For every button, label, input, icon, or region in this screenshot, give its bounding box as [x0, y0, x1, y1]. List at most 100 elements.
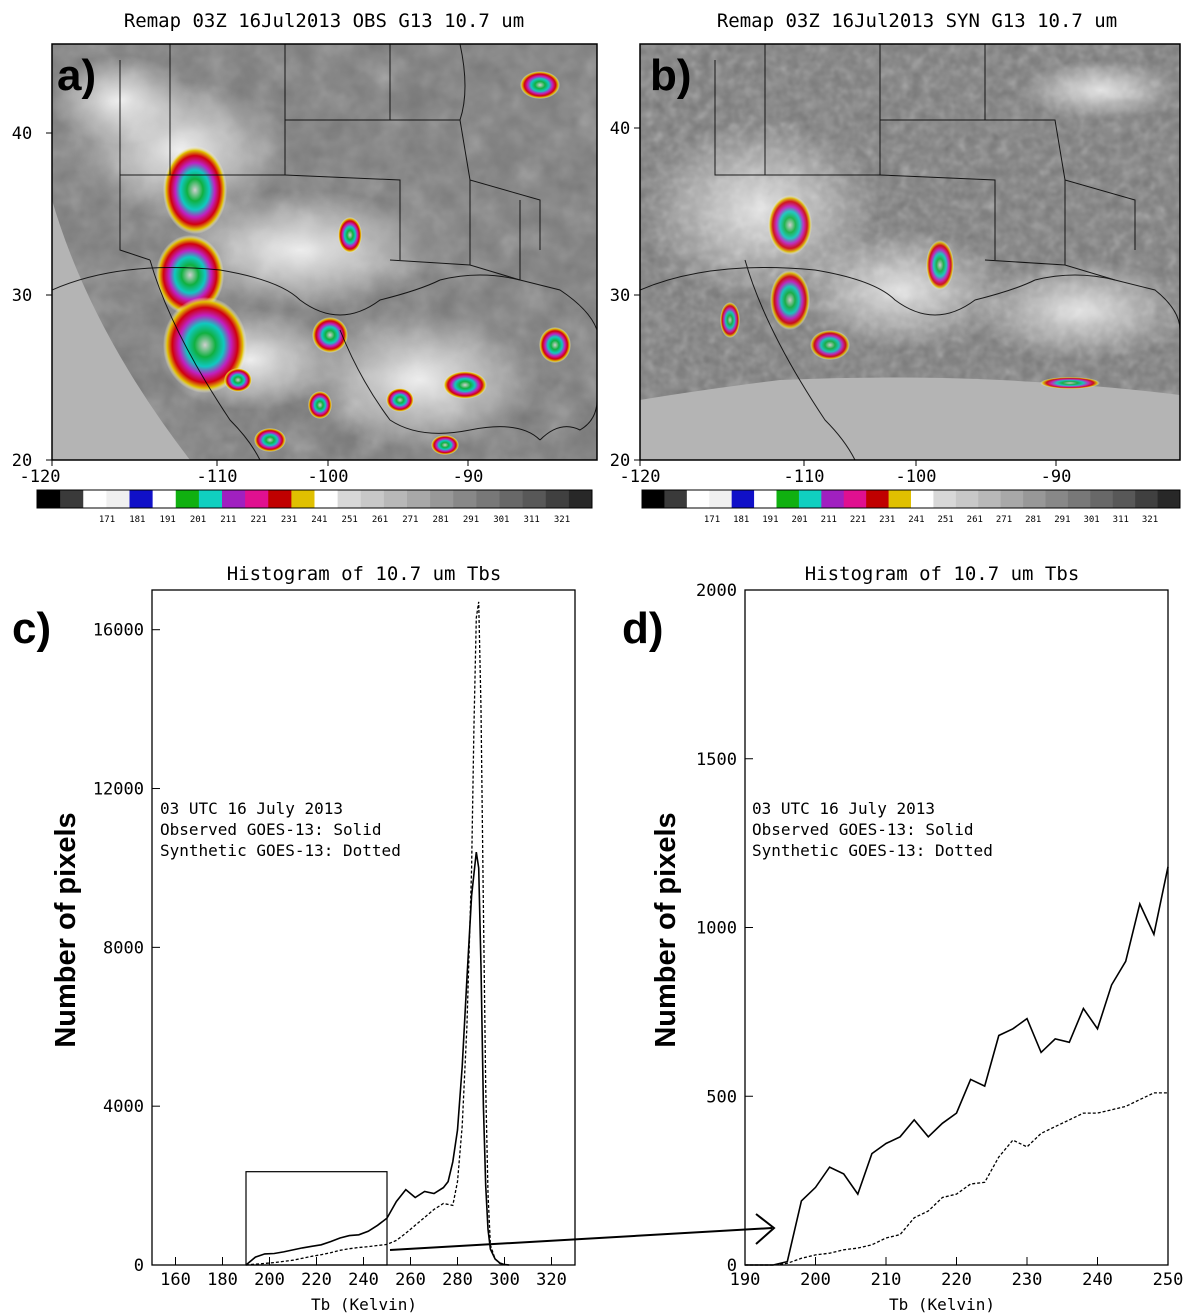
- y-tick-label: 0: [727, 1256, 737, 1276]
- tick-label: -90: [1041, 467, 1072, 487]
- colorbar-tick-label: 211: [220, 515, 236, 525]
- colorbar-swatch: [843, 490, 867, 508]
- plot-frame: [744, 589, 1169, 1266]
- colorbar-swatch: [933, 490, 957, 508]
- colorbar-tick-label: 311: [524, 515, 540, 525]
- tick-label: 20: [610, 451, 630, 471]
- colorbar-tick-label: 281: [1025, 515, 1041, 525]
- colorbar-tick-label: 261: [372, 515, 388, 525]
- y-axis-label: Number of pixels: [50, 812, 82, 1047]
- x-tick-label: 190: [730, 1270, 761, 1290]
- colorbar-tick-label: 181: [733, 515, 749, 525]
- colorbar-swatch: [522, 490, 547, 508]
- colorbar-tick-label: 241: [311, 515, 327, 525]
- convective-cells: [720, 195, 1100, 389]
- ocean-region: [52, 200, 190, 460]
- x-tick-label: 250: [1153, 1270, 1184, 1290]
- chart-title: Histogram of 10.7 um Tbs: [805, 563, 1080, 585]
- colorbar-tick-label: 271: [996, 515, 1012, 525]
- legend-text: Synthetic GOES-13: Dotted: [160, 841, 401, 860]
- colorbar-tick-label: 321: [554, 515, 570, 525]
- colorbar-tick-label: 191: [762, 515, 778, 525]
- tick-label: -120: [620, 467, 661, 487]
- colorbar-tick-label: 251: [342, 515, 358, 525]
- y-tick-label: 8000: [103, 938, 144, 958]
- colorbar-swatch: [106, 490, 130, 508]
- y-tick-label: 12000: [93, 780, 144, 800]
- colorbar-swatch: [1045, 490, 1069, 508]
- convective-cells: [156, 71, 571, 455]
- y-tick-label: 500: [706, 1087, 737, 1107]
- colorbar-swatch: [129, 490, 154, 508]
- panel-label: b): [650, 51, 692, 100]
- colorbar-tick-label: 291: [463, 515, 479, 525]
- colorbar-swatch: [152, 490, 177, 508]
- tick-label: -110: [197, 467, 238, 487]
- satellite-image: [52, 44, 597, 460]
- colorbar-swatch: [407, 490, 431, 508]
- colorbar-swatch: [1067, 490, 1091, 508]
- tick-label: 40: [610, 119, 630, 139]
- x-tick-label: 320: [536, 1270, 567, 1290]
- x-tick-label: 160: [160, 1270, 191, 1290]
- tick-label: -90: [453, 467, 484, 487]
- map-y-axis: 20 30 40: [610, 119, 640, 471]
- colorbar-swatch: [731, 490, 755, 508]
- colorbar-swatch: [291, 490, 315, 508]
- tick-label: -110: [784, 467, 825, 487]
- tick-label: 40: [12, 124, 32, 144]
- colorbar-frame: [36, 489, 593, 509]
- tick-label: 20: [12, 451, 32, 471]
- colorbar-swatch: [568, 490, 593, 508]
- x-tick-label: 260: [395, 1270, 426, 1290]
- observed-series-line: [745, 866, 1169, 1266]
- colorbar-swatch: [175, 490, 200, 508]
- y-tick-label: 16000: [93, 621, 144, 641]
- colorbar-tick-label: 231: [879, 515, 895, 525]
- colorbar-frame: [641, 489, 1181, 509]
- panel-label: c): [12, 604, 51, 653]
- colorbar-swatch: [222, 490, 246, 508]
- histogram-panel-c: Histogram of 10.7 um Tbs c) Number of pi…: [12, 563, 576, 1314]
- x-axis-label: Tb (Kelvin): [889, 1295, 995, 1314]
- colorbar-swatch: [476, 490, 500, 508]
- observed-series-line: [245, 851, 510, 1266]
- x-tick-label: 180: [207, 1270, 238, 1290]
- colorbar-swatch: [1112, 490, 1136, 508]
- tick-label: -120: [20, 467, 61, 487]
- x-tick-label: 300: [489, 1270, 520, 1290]
- colorbar-swatch: [337, 490, 362, 508]
- panel-label: d): [622, 604, 664, 653]
- colorbar-swatch: [268, 490, 292, 508]
- y-tick-label: 1500: [696, 750, 737, 770]
- colorbar: 171 181 191 201 211 221 231 241 251 261 271 281 291 3…: [641, 489, 1181, 525]
- histogram-panel-d: Histogram of 10.7 um Tbs d) Number of pi…: [622, 563, 1183, 1314]
- x-tick-label: 200: [254, 1270, 285, 1290]
- colorbar-swatch: [664, 490, 688, 508]
- colorbar-swatch: [911, 490, 934, 508]
- map-frame: [51, 43, 598, 461]
- zoom-region-box: [245, 1171, 388, 1266]
- colorbar-swatch: [798, 490, 822, 508]
- colorbar-swatch: [245, 490, 269, 508]
- x-tick-label: 230: [1012, 1270, 1043, 1290]
- colorbar-tick-label: 241: [908, 515, 924, 525]
- x-tick-label: 220: [301, 1270, 332, 1290]
- colorbar-swatch: [499, 490, 524, 508]
- colorbar-tick-label: 291: [1054, 515, 1070, 525]
- tick-label: -100: [896, 467, 937, 487]
- colorbar-swatch: [821, 490, 845, 508]
- x-tick-label: 280: [442, 1270, 473, 1290]
- zoom-connector-arrow: [389, 1213, 776, 1251]
- colorbar-swatch: [1135, 490, 1159, 508]
- chart-title: Histogram of 10.7 um Tbs: [227, 563, 502, 585]
- colorbar-swatch: [430, 490, 454, 508]
- colorbar-tick-label: 221: [251, 515, 267, 525]
- colorbar-swatch: [1157, 490, 1181, 508]
- colorbar-swatch: [453, 490, 477, 508]
- colorbar-swatch: [776, 490, 800, 508]
- colorbar-tick-label: 321: [1142, 515, 1158, 525]
- colorbar-swatch: [545, 490, 570, 508]
- legend-text: 03 UTC 16 July 2013: [160, 799, 343, 818]
- colorbar-swatch: [360, 490, 385, 508]
